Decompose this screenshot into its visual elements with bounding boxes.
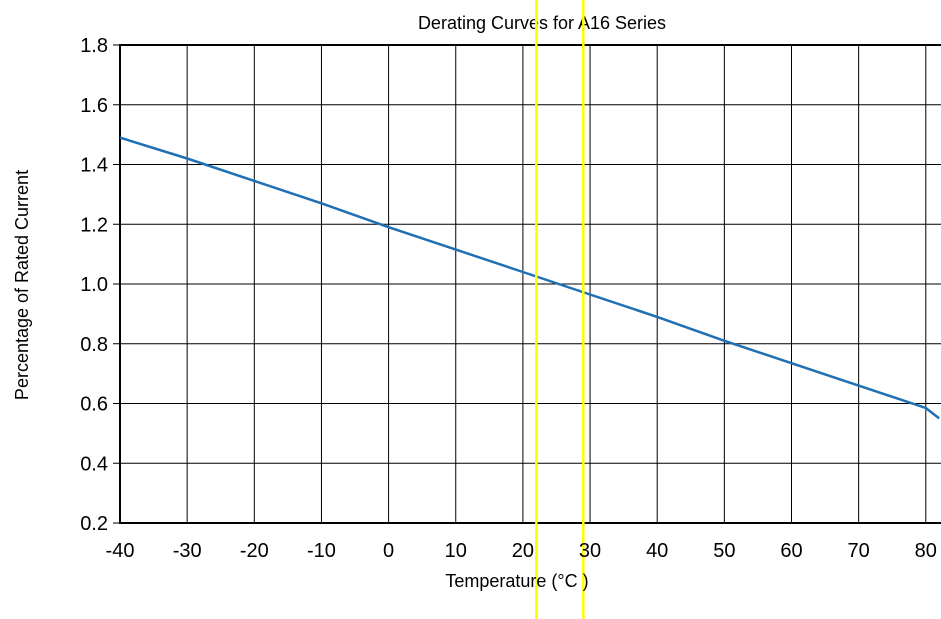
x-tick-label: -20: [240, 540, 269, 562]
y-tick-label: 0.2: [80, 513, 108, 535]
x-tick-label: 50: [713, 540, 735, 562]
x-tick-label: 60: [780, 540, 802, 562]
y-axis-label: Percentage of Rated Current: [12, 170, 32, 400]
x-tick-label: -10: [307, 540, 336, 562]
x-tick-label: 40: [646, 540, 668, 562]
x-tick-label: 70: [848, 540, 870, 562]
y-tick-label: 1.8: [80, 35, 108, 57]
y-axis-ticks: 0.2 0.4 0.6 0.8 1.0 1.2 1.4 1.6 1.8: [80, 35, 120, 535]
y-tick-label: 1.4: [80, 155, 108, 177]
y-tick-label: 1.6: [80, 95, 108, 117]
x-tick-label: -30: [173, 540, 202, 562]
x-tick-label: 30: [579, 540, 601, 562]
vertical-marker-layer: [535, 0, 585, 619]
x-tick-label: 10: [445, 540, 467, 562]
y-tick-label: 0.8: [80, 334, 108, 356]
x-tick-label: 20: [512, 540, 534, 562]
grid: [120, 44, 941, 523]
y-tick-label: 0.4: [80, 453, 108, 475]
x-tick-label: 80: [915, 540, 937, 562]
x-tick-label: 0: [383, 540, 394, 562]
x-axis-ticks: -40 -30 -20 -10 0 10 20 30 40 50 60 70 80: [106, 540, 937, 562]
y-tick-label: 1.0: [80, 274, 108, 296]
y-tick-label: 1.2: [80, 214, 108, 236]
series-line: [119, 136, 940, 420]
x-axis-label: Temperature (°C ): [445, 571, 588, 591]
y-tick-label: 0.6: [80, 394, 108, 416]
chart-title: Derating Curves for A16 Series: [418, 13, 666, 33]
series-layer: [119, 136, 940, 420]
x-tick-label: -40: [106, 540, 135, 562]
